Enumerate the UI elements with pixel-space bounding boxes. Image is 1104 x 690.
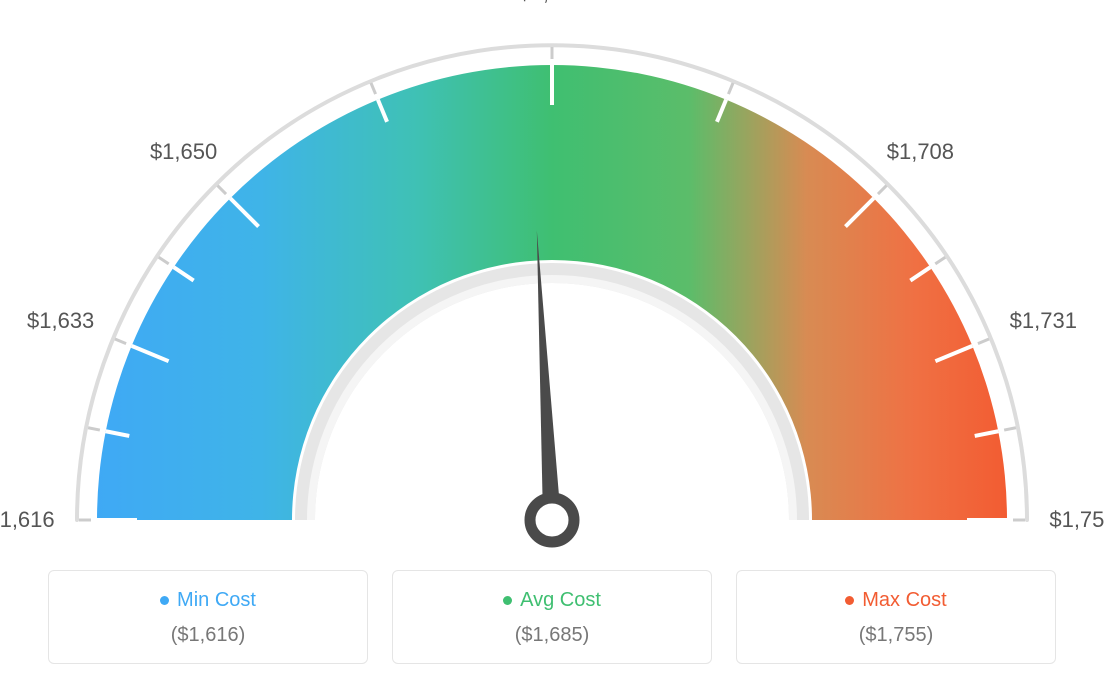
legend-card: Max Cost ($1,755)	[736, 570, 1056, 664]
gauge-tick-label: $1,731	[1010, 308, 1077, 334]
legend-dot-icon	[503, 596, 512, 605]
legend-value: ($1,616)	[59, 624, 357, 647]
legend-title: Min Cost	[160, 589, 256, 612]
legend-card: Min Cost ($1,616)	[48, 570, 368, 664]
gauge-tick-label: $1,633	[27, 308, 94, 334]
gauge-tick-label: $1,755	[1049, 507, 1104, 533]
legend-title-text: Min Cost	[177, 589, 256, 612]
legend-dot-icon	[845, 596, 854, 605]
legend-row: Min Cost ($1,616) Avg Cost ($1,685) Max Cost…	[0, 570, 1104, 664]
legend-title: Avg Cost	[503, 589, 601, 612]
gauge-tick-label: $1,616	[0, 507, 55, 533]
legend-card: Avg Cost ($1,685)	[392, 570, 712, 664]
gauge-tick-label: $1,685	[518, 0, 585, 6]
legend-title: Max Cost	[845, 589, 946, 612]
gauge-tick-label: $1,708	[887, 139, 954, 165]
gauge-svg	[0, 0, 1104, 560]
gauge-tick-label: $1,650	[150, 139, 217, 165]
legend-value: ($1,755)	[747, 624, 1045, 647]
gauge-chart: $1,616 $1,633 $1,650 $1,685 $1,708 $1,731 $1,7…	[0, 0, 1104, 560]
legend-value: ($1,685)	[403, 624, 701, 647]
legend-title-text: Avg Cost	[520, 589, 601, 612]
legend-dot-icon	[160, 596, 169, 605]
legend-title-text: Max Cost	[862, 589, 946, 612]
